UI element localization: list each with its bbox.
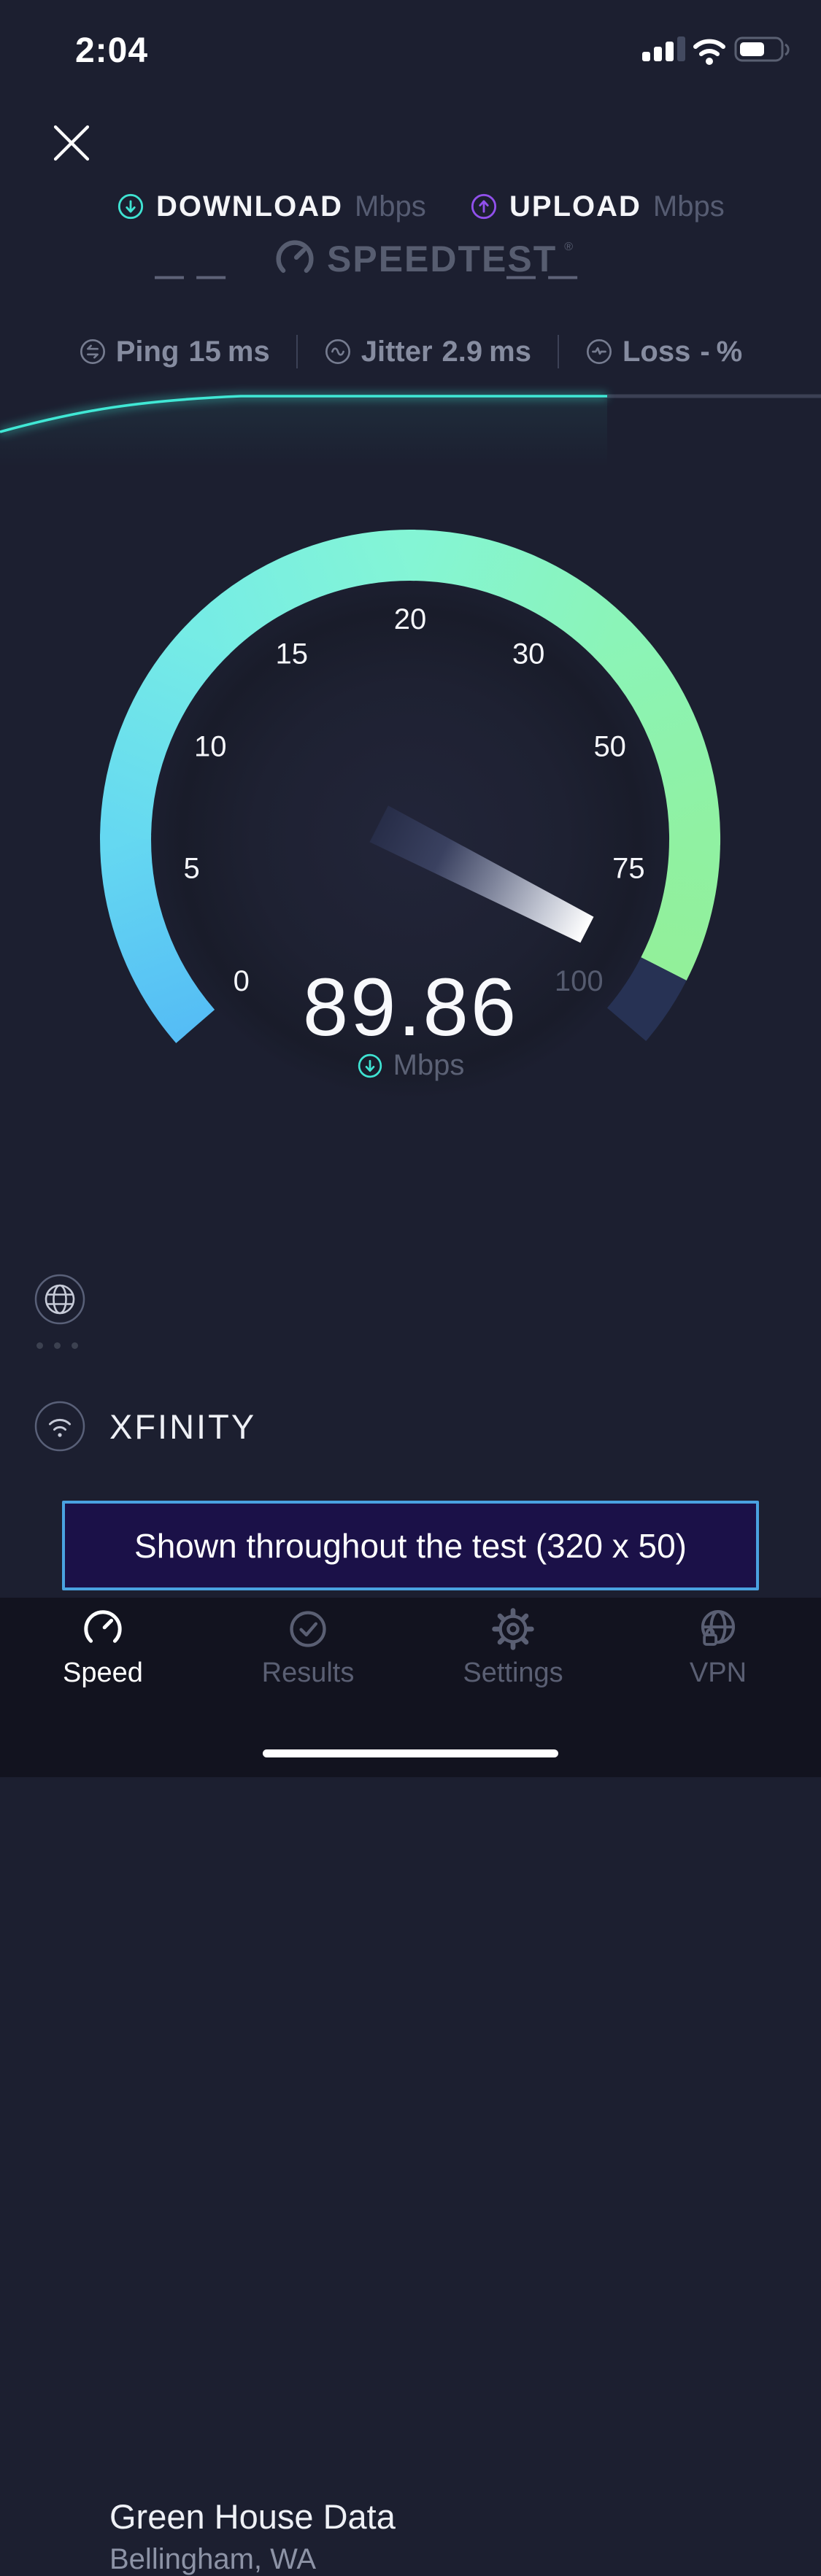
loss-unit: % (716, 335, 743, 368)
server-location: Bellingham, WA (109, 2543, 317, 2575)
upload-unit: Mbps (652, 190, 725, 223)
upload-label: UPLOAD (509, 190, 641, 223)
download-header: DOWNLOAD Mbps (117, 189, 426, 224)
loss-label: Loss (622, 335, 691, 368)
gauge-arc-remainder (606, 956, 687, 1042)
gauge-tick-5: 5 (183, 852, 199, 884)
globe-icon (34, 1274, 85, 1325)
tab-speed[interactable]: Speed (23, 1608, 183, 1732)
gauge-tick-15: 15 (276, 638, 309, 670)
download-value-placeholder: — — (155, 260, 228, 292)
gauge-needle (369, 805, 594, 943)
tab-vpn[interactable]: VPN (638, 1608, 798, 1732)
latency-stats-row: Ping 15 ms Jitter 2.9 ms Loss - % (0, 330, 821, 374)
upload-arrow-icon (471, 193, 497, 220)
home-indicator[interactable] (263, 1749, 558, 1757)
server-info[interactable]: Green House Data Bellingham, WA (0, 1240, 821, 2575)
tab-vpn-label: VPN (689, 1658, 747, 1688)
gauge-tick-50: 50 (593, 730, 626, 762)
sparkline-completed-segment (0, 395, 607, 433)
gauge-tick-100: 100 (555, 965, 604, 997)
isp-info: XFINITY (0, 1386, 821, 1474)
tab-bar: Speed Results Settings (0, 1598, 821, 1777)
speedometer-icon (84, 1610, 122, 1643)
isp-name: XFINITY (109, 1407, 257, 1446)
current-speed-unit: Mbps (393, 1049, 465, 1081)
stats-divider (557, 335, 559, 368)
speedtest-gauge-icon (276, 240, 314, 273)
current-speed-unit-row: Mbps (0, 1049, 821, 1082)
logo-text: SPEEDTEST (327, 239, 558, 279)
upload-header: UPLOAD Mbps (470, 189, 725, 224)
logo-trademark: ® (564, 241, 574, 253)
tab-settings[interactable]: Settings (433, 1608, 593, 1732)
tab-results-label: Results (261, 1658, 355, 1688)
gear-icon (492, 1608, 534, 1650)
jitter-stat: Jitter 2.9 ms (324, 336, 531, 368)
results-check-icon (290, 1611, 326, 1647)
gauge-tick-20: 20 (394, 603, 427, 635)
jitter-label: Jitter (361, 335, 433, 368)
download-unit: Mbps (354, 190, 426, 223)
gauge-tick-30: 30 (512, 638, 545, 670)
status-icons (642, 36, 790, 65)
loss-stat: Loss - % (585, 336, 742, 368)
ping-stat: Ping 15 ms (79, 336, 270, 368)
gauge-tick-10: 10 (194, 730, 227, 762)
ping-icon (80, 339, 105, 365)
loss-value: - (700, 335, 710, 368)
server-name: Green House Data (109, 2497, 396, 2536)
tab-settings-label: Settings (463, 1658, 563, 1688)
status-time: 2:04 (74, 31, 149, 70)
throughput-sparkline (0, 392, 821, 467)
app-logo: SPEEDTEST ® (0, 117, 821, 279)
ping-label: Ping (115, 335, 180, 368)
jitter-unit: ms (489, 335, 531, 368)
server-options-dots-icon (36, 1342, 78, 1349)
gauge-tick-0: 0 (234, 965, 250, 997)
jitter-icon (325, 339, 350, 365)
cellular-signal-icon (642, 36, 685, 61)
ping-value: 15 (188, 335, 221, 368)
upload-value-placeholder: — — (506, 260, 580, 292)
stats-divider (296, 335, 298, 368)
download-label: DOWNLOAD (156, 190, 343, 223)
ad-banner-text: Shown throughout the test (320 x 50) (134, 1526, 687, 1565)
tab-speed-label: Speed (63, 1658, 143, 1688)
jitter-value: 2.9 (442, 335, 483, 368)
vpn-globe-lock-icon (701, 1610, 736, 1646)
current-speed-value: 89.86 (302, 962, 519, 1053)
ad-banner[interactable]: Shown throughout the test (320 x 50) (62, 1501, 759, 1590)
wifi-connection-icon (34, 1401, 85, 1452)
battery-icon (734, 36, 790, 62)
download-arrow-icon (117, 193, 144, 220)
ping-unit: ms (227, 335, 270, 368)
close-icon[interactable] (50, 121, 93, 165)
gauge-arc (100, 530, 721, 1043)
speed-gauge: 0 5 10 15 20 30 50 75 100 (100, 530, 721, 1098)
download-arrow-icon (358, 1053, 382, 1078)
tab-results[interactable]: Results (228, 1608, 388, 1732)
packet-loss-icon (586, 339, 612, 365)
gauge-tick-75: 75 (612, 852, 645, 884)
wifi-icon (693, 39, 725, 65)
